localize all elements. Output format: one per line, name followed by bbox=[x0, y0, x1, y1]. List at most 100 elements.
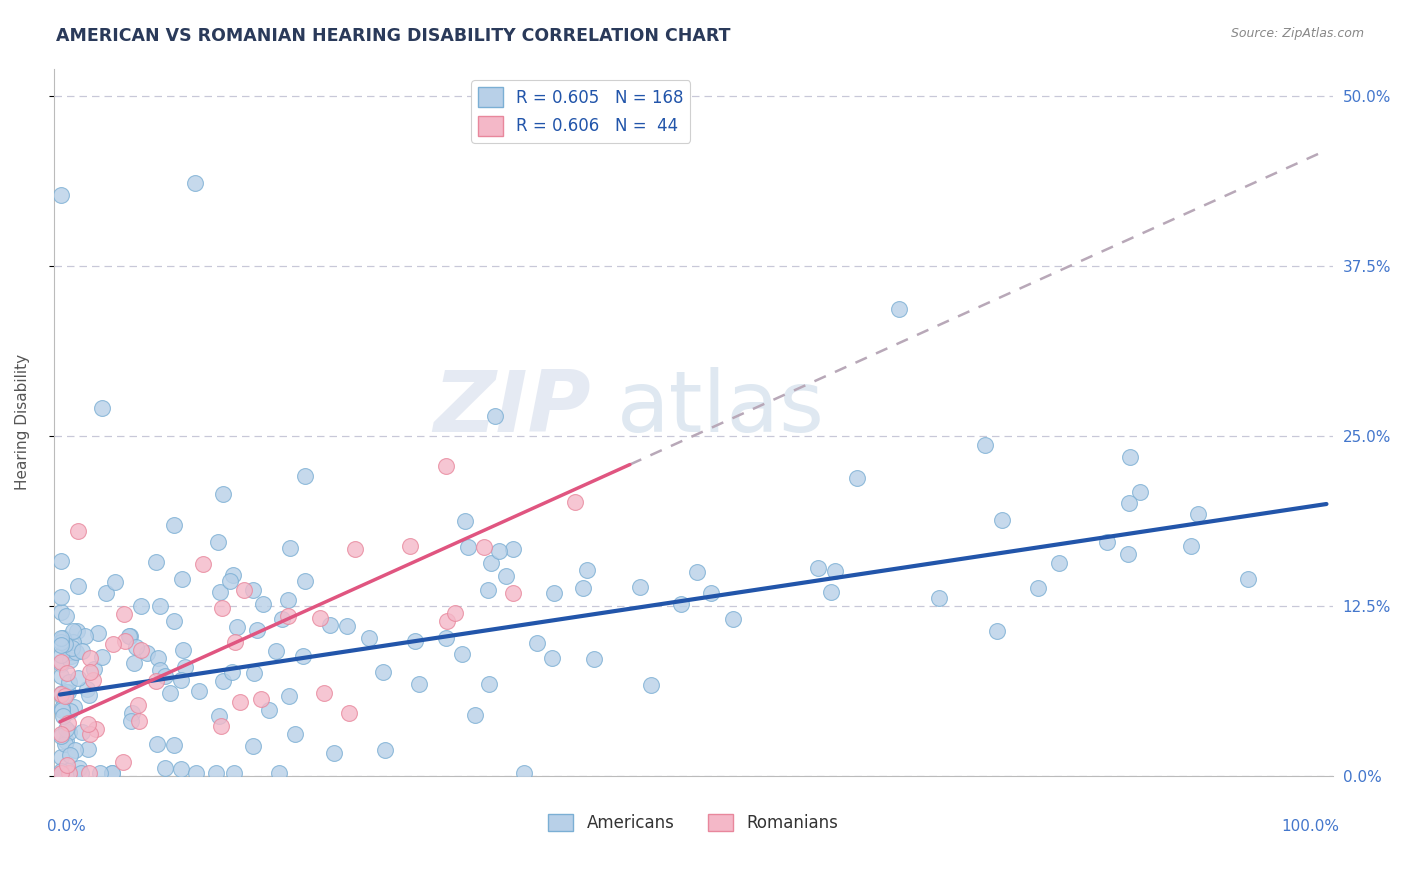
Point bbox=[404, 633, 426, 648]
Point bbox=[188, 684, 211, 698]
Point bbox=[191, 557, 214, 571]
Point bbox=[58, 766, 80, 780]
Point bbox=[121, 706, 143, 720]
Point bbox=[62, 634, 84, 648]
Point bbox=[51, 766, 73, 780]
Point bbox=[242, 739, 264, 753]
Point bbox=[314, 686, 336, 700]
Point bbox=[488, 544, 510, 558]
Point bbox=[163, 614, 186, 628]
Point bbox=[271, 612, 294, 626]
Point bbox=[457, 541, 479, 555]
Legend: R = 0.605   N = 168, R = 0.606   N =  44: R = 0.605 N = 168, R = 0.606 N = 44 bbox=[471, 80, 690, 143]
Point bbox=[242, 582, 264, 597]
Point bbox=[543, 586, 565, 600]
Point bbox=[478, 677, 501, 691]
Point bbox=[131, 643, 153, 657]
Point bbox=[73, 629, 96, 643]
Point bbox=[79, 665, 101, 679]
Point bbox=[700, 586, 723, 600]
Point bbox=[1180, 539, 1202, 553]
Point bbox=[451, 647, 474, 661]
Point bbox=[319, 618, 342, 632]
Point bbox=[51, 729, 73, 743]
Point bbox=[986, 624, 1008, 639]
Point bbox=[51, 688, 73, 702]
Point bbox=[294, 574, 316, 588]
Point bbox=[173, 643, 195, 657]
Point bbox=[135, 646, 157, 660]
Point bbox=[807, 560, 830, 574]
Point bbox=[51, 590, 73, 604]
Point bbox=[294, 469, 316, 483]
Point bbox=[1028, 582, 1050, 596]
Point bbox=[83, 662, 105, 676]
Point bbox=[103, 638, 125, 652]
Point bbox=[101, 766, 124, 780]
Point bbox=[70, 644, 93, 658]
Point bbox=[149, 599, 172, 613]
Point bbox=[59, 649, 82, 664]
Point bbox=[118, 629, 141, 643]
Point bbox=[343, 541, 366, 556]
Point bbox=[114, 634, 136, 648]
Point bbox=[250, 692, 273, 706]
Point bbox=[434, 459, 457, 474]
Point bbox=[112, 607, 135, 622]
Point bbox=[252, 597, 274, 611]
Point bbox=[436, 614, 458, 628]
Point bbox=[51, 766, 73, 780]
Point bbox=[399, 539, 422, 553]
Point bbox=[127, 698, 149, 713]
Point bbox=[51, 701, 73, 715]
Point bbox=[51, 749, 73, 764]
Point bbox=[990, 513, 1012, 527]
Point bbox=[211, 486, 233, 500]
Point bbox=[52, 632, 75, 646]
Point bbox=[1119, 450, 1142, 464]
Point bbox=[337, 706, 360, 720]
Point bbox=[323, 747, 346, 761]
Point bbox=[62, 624, 84, 638]
Point bbox=[974, 438, 997, 452]
Point bbox=[1047, 556, 1070, 570]
Point bbox=[1129, 485, 1152, 500]
Point bbox=[277, 593, 299, 607]
Point bbox=[59, 645, 82, 659]
Point bbox=[51, 648, 73, 662]
Point bbox=[60, 640, 83, 655]
Point bbox=[232, 583, 254, 598]
Point bbox=[512, 766, 534, 780]
Point bbox=[153, 669, 176, 683]
Point bbox=[59, 748, 82, 763]
Text: AMERICAN VS ROMANIAN HEARING DISABILITY CORRELATION CHART: AMERICAN VS ROMANIAN HEARING DISABILITY … bbox=[56, 27, 731, 45]
Point bbox=[454, 514, 477, 528]
Point bbox=[52, 691, 75, 706]
Point bbox=[208, 709, 231, 723]
Point bbox=[67, 524, 90, 539]
Point bbox=[91, 649, 114, 664]
Point bbox=[53, 637, 76, 651]
Point bbox=[221, 665, 243, 680]
Point bbox=[56, 685, 79, 699]
Point bbox=[824, 564, 846, 578]
Point bbox=[336, 619, 359, 633]
Point bbox=[444, 606, 467, 620]
Point bbox=[52, 709, 75, 723]
Point bbox=[51, 553, 73, 567]
Point bbox=[51, 766, 73, 780]
Point bbox=[65, 624, 87, 638]
Point bbox=[72, 725, 94, 739]
Point bbox=[82, 673, 104, 688]
Point bbox=[208, 585, 231, 599]
Point bbox=[55, 722, 77, 736]
Point bbox=[84, 723, 107, 737]
Point bbox=[671, 597, 693, 611]
Point bbox=[122, 656, 145, 670]
Point bbox=[149, 663, 172, 677]
Point bbox=[280, 541, 302, 556]
Point bbox=[55, 733, 77, 747]
Point bbox=[502, 542, 524, 557]
Point bbox=[845, 471, 868, 485]
Point bbox=[211, 601, 233, 615]
